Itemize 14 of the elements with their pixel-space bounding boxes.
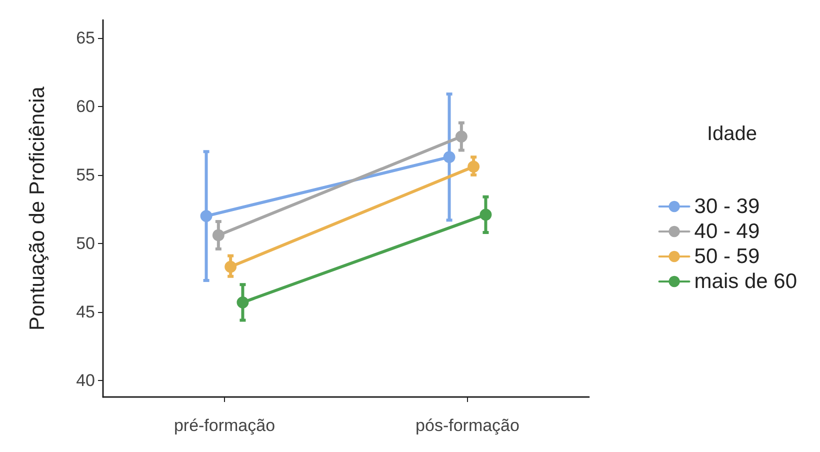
- y-tick-label: 60: [76, 96, 95, 116]
- legend-title: Idade: [706, 123, 758, 145]
- legend-label: 50 - 59: [694, 245, 760, 268]
- legend-label: 40 - 49: [694, 220, 760, 243]
- y-axis-title: Pontuação de Proficiência: [26, 86, 49, 330]
- legend-label: 30 - 39: [694, 195, 760, 218]
- y-tick-label: 65: [76, 28, 95, 48]
- legend-label: mais de 60: [694, 270, 798, 293]
- y-tick-label: 45: [76, 302, 95, 322]
- x-tick-label: pré-formação: [174, 416, 276, 435]
- y-tick-label: 40: [76, 371, 95, 390]
- y-tick-label: 50: [76, 234, 95, 253]
- x-tick-label: pós-formação: [416, 416, 520, 435]
- y-tick-label: 55: [76, 165, 95, 184]
